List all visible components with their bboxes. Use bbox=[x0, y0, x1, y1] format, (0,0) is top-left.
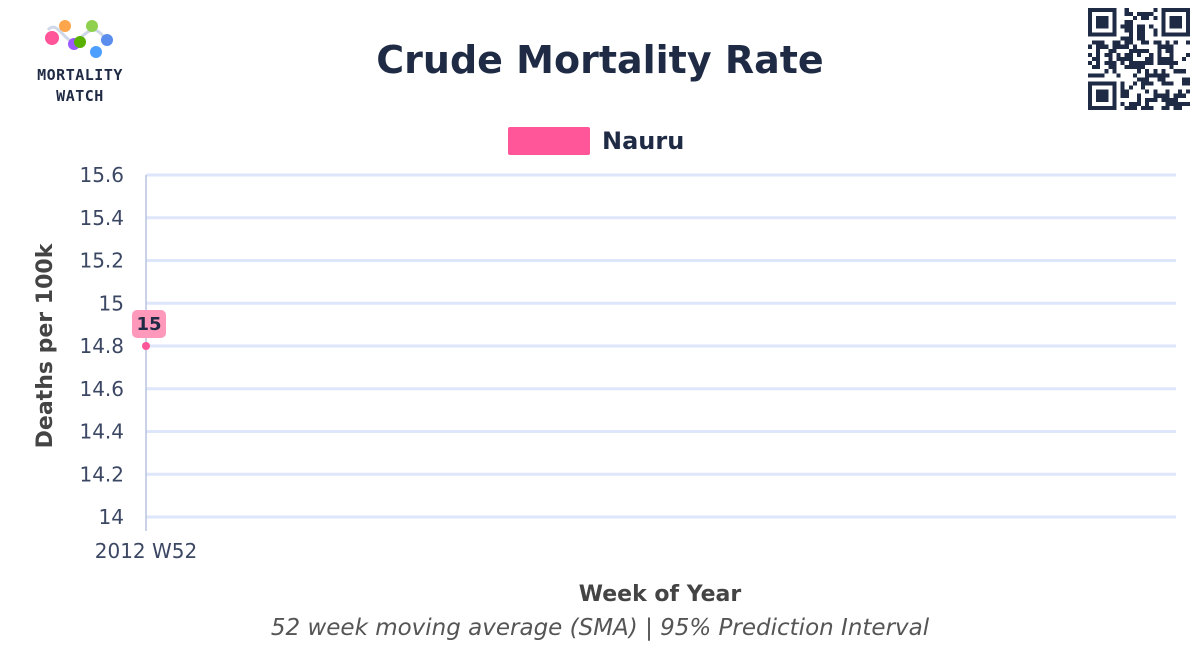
qr-code-icon[interactable] bbox=[1088, 8, 1190, 110]
y-axis-ticks: 15.6 15.4 15.2 15 14.8 14.6 14.4 14.2 14 bbox=[79, 163, 124, 529]
y-tick-label: 14.8 bbox=[79, 334, 124, 358]
mortality-watch-logo: MORTALITY WATCH bbox=[18, 18, 142, 110]
x-axis-ticks: 2012 W52 bbox=[95, 539, 197, 563]
y-axis-title: Deaths per 100k bbox=[33, 242, 58, 448]
y-tick-label: 14.4 bbox=[79, 420, 124, 444]
series-marks: 15 bbox=[132, 310, 166, 350]
logo-text-line2: WATCH bbox=[56, 87, 104, 105]
y-tick-label: 14 bbox=[99, 505, 124, 529]
x-axis-title: Week of Year bbox=[579, 582, 742, 607]
data-label: 15 bbox=[136, 314, 161, 335]
y-tick-label: 14.2 bbox=[79, 462, 124, 486]
legend[interactable]: Nauru bbox=[508, 124, 684, 158]
y-tick-label: 15 bbox=[99, 291, 124, 315]
chart-title: Crude Mortality Rate bbox=[376, 38, 824, 82]
x-tick-label: 2012 W52 bbox=[95, 539, 197, 563]
chart-subtitle: 52 week moving average (SMA) | 95% Predi… bbox=[270, 615, 930, 641]
data-point[interactable] bbox=[142, 342, 150, 350]
data-label-box bbox=[132, 310, 166, 338]
chart-plot-area: 15.6 15.4 15.2 15 14.8 14.6 14.4 14.2 14 2012 W5… bbox=[33, 163, 1176, 607]
y-tick-label: 15.4 bbox=[79, 206, 124, 230]
y-tick-label: 15.6 bbox=[79, 163, 124, 187]
grid-lines bbox=[145, 173, 1176, 531]
logo-text-line1: MORTALITY bbox=[37, 66, 123, 84]
legend-label-nauru[interactable]: Nauru bbox=[602, 127, 685, 155]
y-tick-label: 14.6 bbox=[79, 377, 124, 401]
logo-mark-icon bbox=[45, 20, 113, 58]
y-tick-label: 15.2 bbox=[79, 249, 124, 273]
legend-swatch-nauru[interactable] bbox=[508, 127, 590, 155]
